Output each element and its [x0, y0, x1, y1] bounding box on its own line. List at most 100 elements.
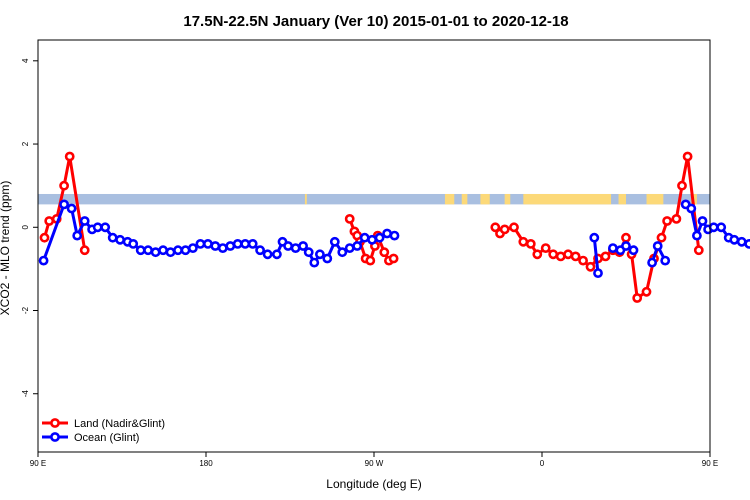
data-point-ocean: [115, 234, 125, 245]
data-point-land: [525, 238, 536, 249]
data-point-ocean: [247, 238, 258, 249]
data-point-ocean: [271, 249, 282, 260]
data-point-land: [509, 222, 519, 233]
data-point-ocean: [374, 232, 385, 243]
data-point-ocean: [232, 238, 243, 249]
land-band-segment-5: [523, 193, 612, 205]
data-point-land: [64, 151, 75, 162]
data-point-land: [39, 232, 50, 243]
data-point-ocean: [262, 249, 273, 260]
data-point-land: [59, 180, 69, 191]
land-band-segment-2: [461, 193, 468, 205]
data-point-ocean: [692, 230, 702, 241]
data-point-ocean: [195, 238, 206, 249]
x-axis-label: Longitude (deg E): [326, 477, 421, 491]
data-point-ocean: [314, 249, 325, 260]
data-point-land: [499, 224, 510, 235]
data-point-land: [621, 232, 631, 243]
data-point-ocean: [173, 245, 183, 256]
data-point-ocean: [158, 245, 168, 256]
data-point-land: [578, 255, 588, 266]
x-tick-label: 180: [199, 459, 213, 468]
series-land: [39, 151, 704, 303]
data-point-ocean: [686, 203, 697, 214]
data-point-ocean: [128, 238, 139, 249]
data-point-land: [671, 213, 682, 224]
data-point-land: [518, 236, 529, 247]
data-point-ocean: [210, 241, 221, 251]
data-point-land: [540, 243, 551, 253]
data-point-ocean: [367, 234, 377, 245]
land-band-segment-4: [504, 193, 511, 205]
data-point-ocean: [255, 245, 265, 256]
y-tick-label: -2: [21, 306, 30, 314]
data-point-land: [79, 245, 90, 256]
legend-land-label: Land (Nadir&Glint): [74, 418, 165, 430]
data-point-ocean: [660, 255, 671, 266]
data-point-ocean: [66, 203, 77, 214]
data-point-ocean: [329, 236, 340, 247]
y-tick-label: 0: [21, 224, 30, 229]
data-point-ocean: [92, 222, 103, 233]
data-point-land: [662, 216, 672, 226]
data-point-ocean: [736, 236, 747, 247]
data-point-ocean: [729, 234, 740, 245]
data-point-ocean: [647, 257, 657, 268]
land-ocean-band: [38, 193, 710, 205]
land-band-segment-1: [444, 193, 455, 205]
data-point-ocean: [589, 232, 600, 243]
legend-land-marker: [50, 418, 60, 428]
data-point-ocean: [100, 222, 111, 233]
series-ocean-line: [592, 237, 600, 274]
data-point-land: [570, 251, 581, 262]
land-band-segment-6: [618, 193, 626, 205]
data-point-land: [379, 247, 390, 258]
data-point-ocean: [150, 247, 161, 258]
y-tick-label: -4: [21, 390, 30, 398]
x-tick-label: 90 E: [30, 459, 46, 468]
land-band-segment-0: [304, 193, 307, 205]
legend-item-land: Land (Nadir&Glint): [42, 418, 165, 430]
data-point-ocean: [303, 247, 314, 258]
y-axis: -4 -2 0 2 4: [21, 58, 38, 397]
data-point-land: [548, 249, 559, 260]
data-point-ocean: [59, 199, 69, 210]
legend-ocean-label: Ocean (Glint): [74, 432, 139, 444]
data-point-ocean: [628, 245, 639, 256]
data-point-ocean: [283, 241, 293, 251]
data-point-ocean: [744, 239, 750, 249]
y-tick-label: 4: [21, 58, 30, 63]
legend-item-ocean: Ocean (Glint): [42, 432, 139, 444]
data-point-ocean: [38, 255, 49, 266]
data-point-ocean: [240, 238, 251, 249]
data-point-land: [490, 222, 501, 233]
series-ocean: [38, 199, 750, 278]
data-point-ocean: [352, 241, 363, 251]
y-tick-label: 2: [21, 141, 30, 146]
data-point-ocean: [322, 253, 333, 264]
data-point-ocean: [309, 257, 320, 268]
ocean-band: [38, 193, 710, 205]
data-point-land: [585, 261, 596, 272]
x-tick-label: 90 E: [702, 459, 718, 468]
data-point-ocean: [708, 222, 719, 233]
x-tick-label: 0: [540, 459, 545, 468]
x-axis: 90 E 180 90 W 0 90 E: [30, 452, 718, 468]
land-band-segment-7: [646, 193, 664, 205]
data-point-ocean: [389, 230, 400, 241]
data-point-ocean: [165, 247, 176, 258]
data-point-ocean: [72, 230, 83, 241]
data-point-land: [563, 249, 573, 260]
data-point-ocean: [697, 216, 708, 226]
data-point-land: [632, 293, 643, 303]
data-point-ocean: [187, 243, 198, 253]
data-point-land: [682, 151, 693, 162]
x-tick-label: 90 W: [365, 459, 384, 468]
data-point-land: [693, 245, 704, 256]
data-point-ocean: [608, 243, 618, 253]
data-point-ocean: [621, 241, 631, 251]
data-point-ocean: [652, 241, 663, 251]
data-point-ocean: [593, 268, 603, 278]
y-axis-label: XCO2 - MLO trend (ppm): [0, 181, 12, 316]
